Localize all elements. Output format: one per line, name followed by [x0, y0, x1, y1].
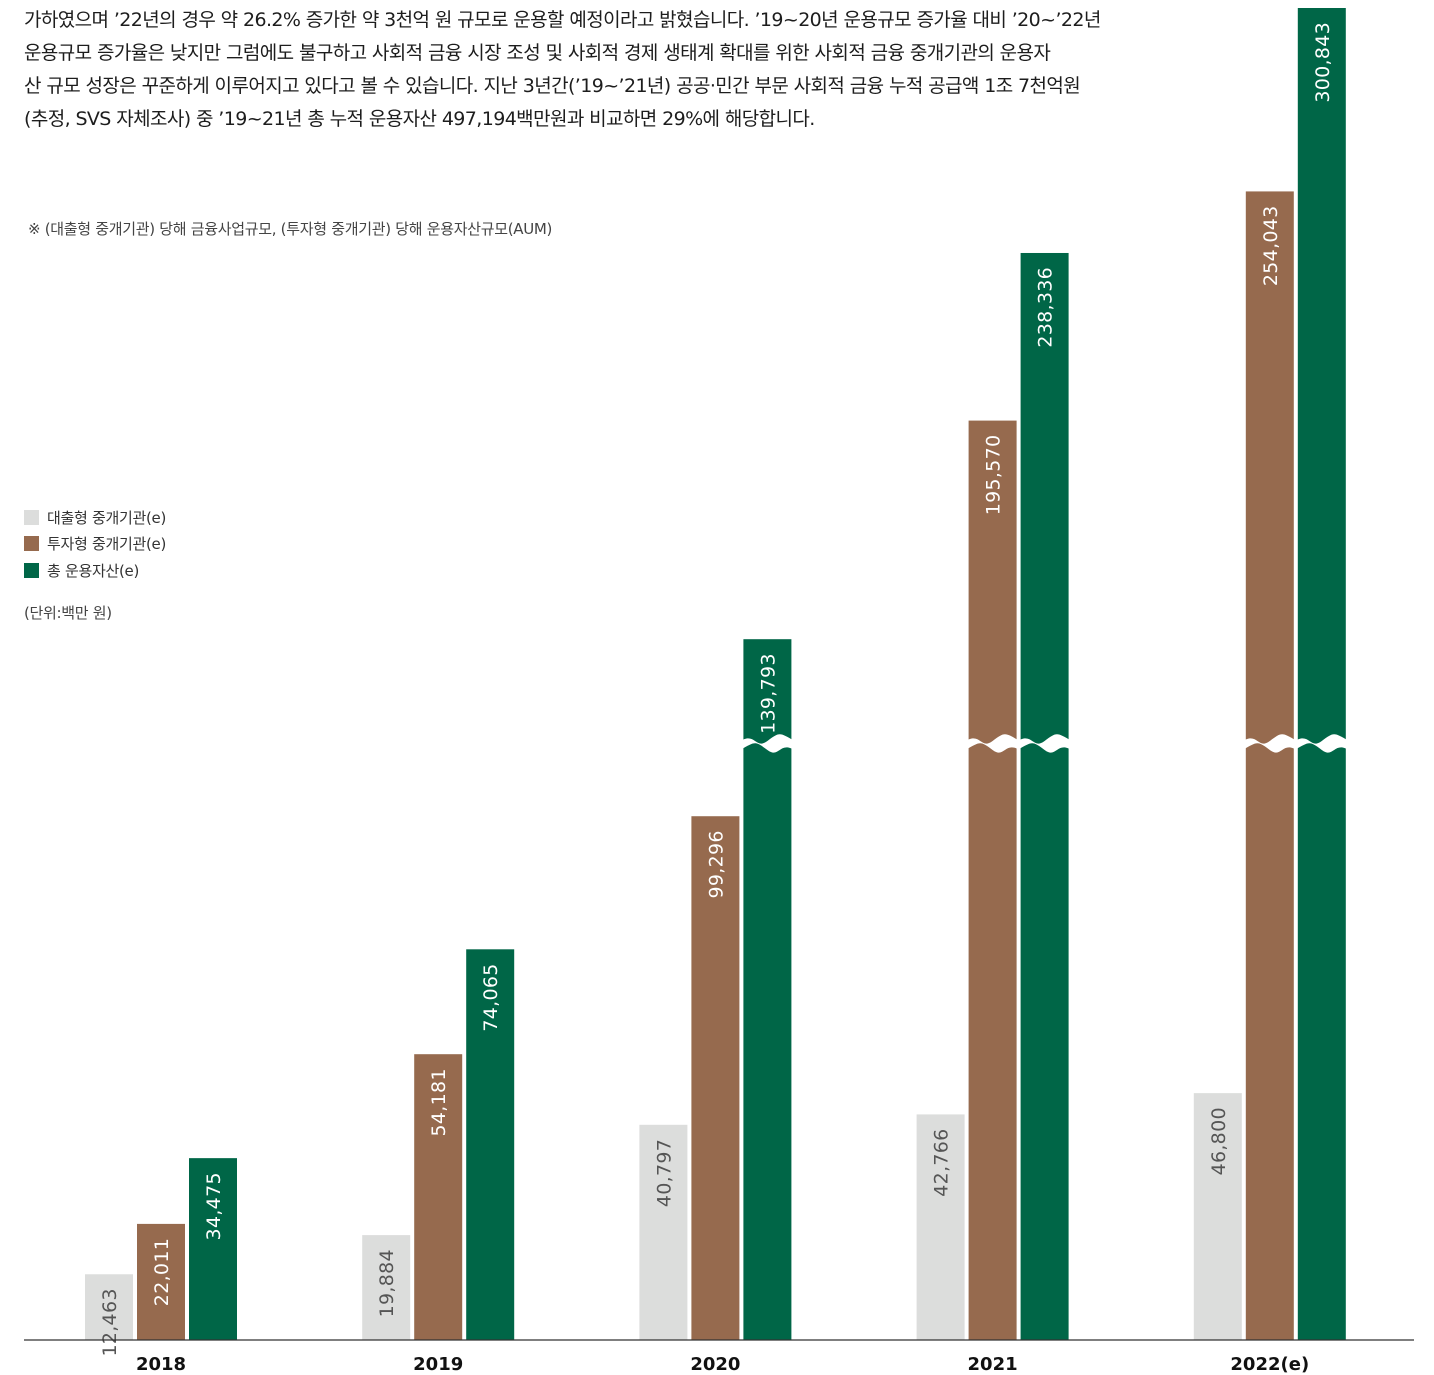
bar-2019-1 — [414, 1054, 463, 1340]
legend-item-investment: 투자형 중개기관(e) — [24, 531, 166, 558]
legend-item-total: 총 운용자산(e) — [24, 557, 166, 584]
paragraph-line: 산 규모 성장은 꾸준하게 이루어지고 있다고 볼 수 있습니다. 지난 3년간… — [24, 75, 1081, 97]
bar-value-label: 12,463 — [99, 1288, 121, 1356]
bar-value-label: 40,797 — [653, 1139, 675, 1207]
bar-2018-2 — [189, 1158, 237, 1340]
bar-value-label: 46,800 — [1208, 1107, 1230, 1175]
legend-swatch — [24, 509, 39, 525]
x-tick-label: 2022(e) — [1230, 1354, 1309, 1375]
bar-value-label: 238,336 — [1035, 267, 1057, 348]
legend-label: 총 운용자산(e) — [47, 561, 140, 580]
legend-label: 투자형 중개기관(e) — [47, 535, 167, 554]
bar-value-label: 19,884 — [376, 1249, 398, 1317]
axis-break-mark — [1294, 734, 1349, 753]
axis-break-mark — [965, 734, 1020, 753]
bar-2020-1 — [691, 816, 740, 1340]
bar-2020-0 — [639, 1124, 688, 1340]
bar-2022(e)-1 — [1245, 191, 1294, 1341]
paragraph-line: (추정, SVS 자체조사) 중 ’19~21년 총 누적 운용자산 497,1… — [24, 108, 815, 130]
bar-2020-2 — [743, 639, 792, 1340]
chart-legend: 대출형 중개기관(e) 투자형 중개기관(e) 총 운용자산(e) — [24, 504, 166, 584]
bar-value-label: 42,766 — [931, 1128, 953, 1196]
x-tick-label: 2018 — [136, 1354, 186, 1375]
x-tick-label: 2021 — [968, 1354, 1018, 1375]
bar-2018-1 — [137, 1223, 185, 1340]
bar-value-label: 300,843 — [1312, 22, 1334, 103]
bar-value-label: 74,065 — [480, 963, 502, 1031]
bar-value-label: 34,475 — [203, 1172, 225, 1240]
paragraph-line: 운용규모 증가율은 낮지만 그럼에도 불구하고 사회적 금융 시장 조성 및 사… — [24, 42, 1051, 64]
bar-value-label: 99,296 — [705, 830, 727, 898]
bar-2021-2 — [1020, 252, 1069, 1341]
bar-2018-0 — [85, 1274, 133, 1340]
bar-2021-1 — [968, 420, 1017, 1341]
bar-value-label: 254,043 — [1260, 205, 1282, 286]
unit-label: (단위:백만 원) — [24, 604, 112, 622]
body-paragraph: 가하였으며 ’22년의 경우 약 26.2% 증가한 약 3천억 원 규모로 운… — [24, 4, 1184, 136]
bar-2019-2 — [466, 949, 515, 1340]
bar-value-label: 22,011 — [151, 1238, 173, 1306]
bar-value-label: 195,570 — [983, 435, 1005, 516]
legend-label: 대출형 중개기관(e) — [47, 508, 167, 527]
legend-item-loan: 대출형 중개기관(e) — [24, 504, 166, 531]
paragraph-line: 가하였으며 ’22년의 경우 약 26.2% 증가한 약 3천억 원 규모로 운… — [24, 9, 1101, 31]
x-tick-label: 2020 — [690, 1354, 740, 1375]
bar-2019-0 — [362, 1235, 411, 1340]
chart-note: ※ (대출형 중개기관) 당해 금융사업규모, (투자형 중개기관) 당해 운용… — [28, 220, 553, 238]
bar-value-label: 54,181 — [428, 1068, 450, 1136]
axis-break-mark — [1242, 734, 1297, 753]
bar-2021-0 — [916, 1114, 965, 1340]
legend-swatch — [24, 562, 39, 578]
bar-2022(e)-0 — [1193, 1093, 1242, 1340]
x-tick-label: 2019 — [413, 1354, 463, 1375]
axis-break-mark — [1017, 734, 1072, 753]
axis-break-mark — [740, 734, 795, 753]
bar-2022(e)-2 — [1297, 8, 1346, 1340]
bar-value-label: 139,793 — [757, 653, 779, 734]
legend-swatch — [24, 536, 39, 552]
